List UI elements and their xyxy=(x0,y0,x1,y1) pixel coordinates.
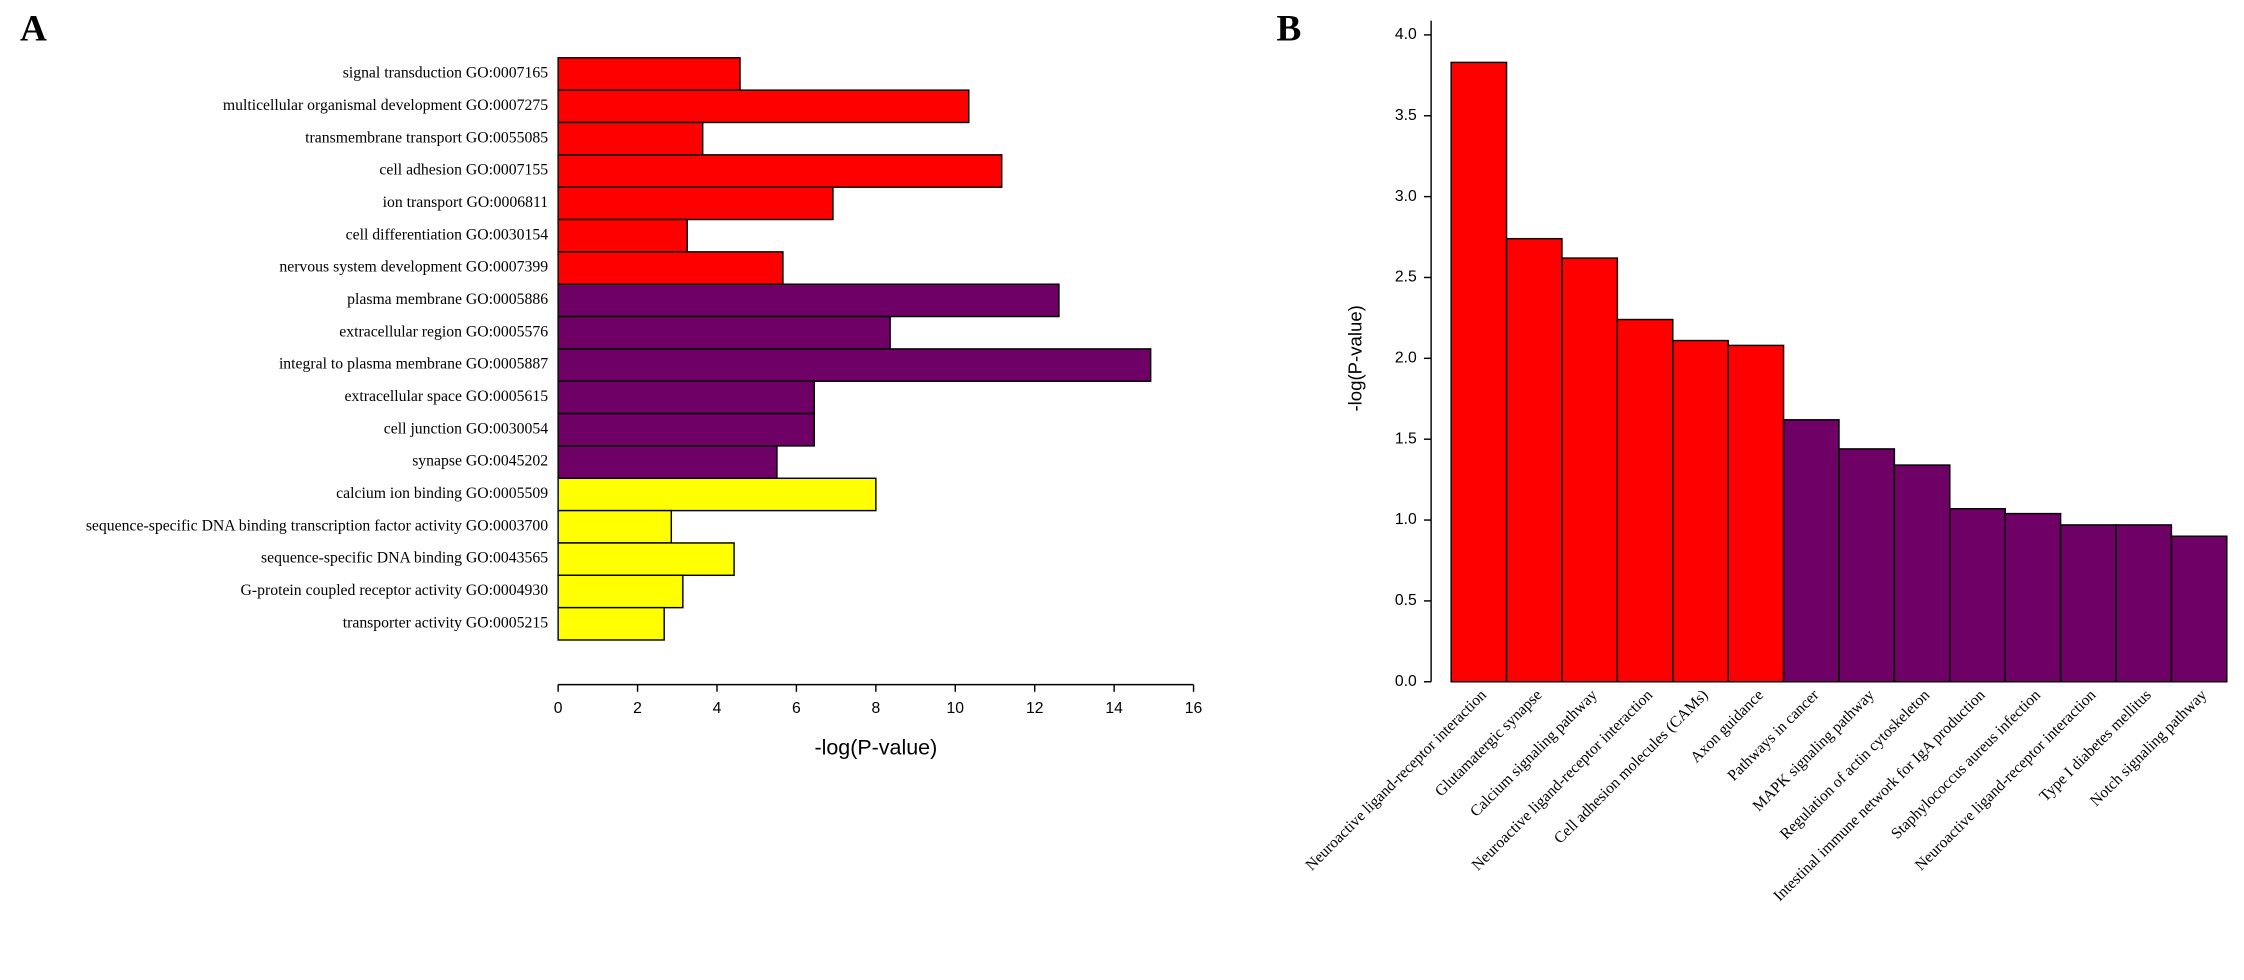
y-tick-label: 2.5 xyxy=(1395,269,1417,286)
panel-label: A xyxy=(20,9,47,50)
bar xyxy=(1893,464,1951,683)
bar xyxy=(557,509,673,544)
bar xyxy=(557,445,778,479)
bar xyxy=(2170,535,2228,683)
y-tick-label: 0.0 xyxy=(1395,673,1417,690)
category-label: extracellular space GO:0005615 xyxy=(345,388,549,405)
y-tick-label: 3.5 xyxy=(1395,107,1417,124)
x-tick-label: Glutamatergic synapse xyxy=(1432,687,1545,800)
bar xyxy=(557,606,665,641)
x-tick-label: Notch signaling pathway xyxy=(2087,686,2210,809)
bar xyxy=(557,542,735,577)
x-axis-label: -log(P-value) xyxy=(814,736,937,760)
category-label: ion transport GO:0006811 xyxy=(383,194,549,211)
x-tick-label: 2 xyxy=(633,700,642,717)
category-label: nervous system development GO:0007399 xyxy=(279,259,548,276)
bar xyxy=(557,574,684,609)
category-label: transmembrane transport GO:0055085 xyxy=(305,129,548,146)
bar xyxy=(557,154,1003,188)
bar xyxy=(2059,524,2117,683)
bar xyxy=(1616,318,1674,683)
bar xyxy=(1727,344,1785,683)
y-tick-label: 1.5 xyxy=(1395,430,1417,447)
x-tick-label: 12 xyxy=(1026,700,1044,717)
bar xyxy=(557,89,970,124)
bar xyxy=(1949,508,2006,683)
category-label: cell adhesion GO:0007155 xyxy=(379,162,548,179)
category-label: extracellular region GO:0005576 xyxy=(339,323,548,340)
bar xyxy=(1561,257,1619,683)
category-label: integral to plasma membrane GO:0005887 xyxy=(279,356,548,373)
x-tick-label: 0 xyxy=(554,700,563,717)
category-label: cell differentiation GO:0030154 xyxy=(346,226,549,243)
bar xyxy=(1672,339,1729,683)
category-label: multicellular organismal development GO:… xyxy=(223,97,548,114)
y-axis-label: -log(P-value) xyxy=(1345,305,1366,411)
x-tick-label: 14 xyxy=(1105,700,1123,717)
bar xyxy=(1838,448,1896,683)
x-tick-label: 8 xyxy=(871,700,880,717)
bar xyxy=(557,412,816,447)
category-label: calcium ion binding GO:0005509 xyxy=(336,485,548,502)
x-tick-label: Intestinal immune network for IgA produc… xyxy=(1770,686,1988,904)
bar xyxy=(557,186,834,221)
x-tick-label: 4 xyxy=(713,700,722,717)
panel-label: B xyxy=(1277,9,1302,50)
x-tick-label: 10 xyxy=(947,700,965,717)
category-label: signal transduction GO:0007165 xyxy=(343,65,549,82)
bar xyxy=(557,218,688,253)
bar xyxy=(2004,512,2062,683)
category-label: transporter activity GO:0005215 xyxy=(343,614,549,631)
bar xyxy=(1782,419,1840,683)
bar xyxy=(1450,61,1508,683)
bar xyxy=(557,315,891,350)
bar xyxy=(557,477,877,512)
category-label: cell junction GO:0030054 xyxy=(384,420,548,437)
y-tick-label: 0.5 xyxy=(1395,592,1417,609)
bar xyxy=(557,121,704,156)
bar xyxy=(557,380,816,415)
y-tick-label: 1.0 xyxy=(1395,511,1417,528)
y-tick-label: 3.0 xyxy=(1395,188,1417,205)
x-tick-label: 16 xyxy=(1185,700,1203,717)
category-label: G-protein coupled receptor activity GO:0… xyxy=(241,582,549,599)
bar xyxy=(557,348,1152,382)
category-label: sequence-specific DNA binding GO:0043565 xyxy=(261,550,548,567)
category-label: sequence-specific DNA binding transcript… xyxy=(86,517,548,534)
y-tick-label: 4.0 xyxy=(1395,26,1417,43)
bar xyxy=(557,251,784,285)
category-label: plasma membrane GO:0005886 xyxy=(347,291,548,308)
bar xyxy=(1505,237,1563,683)
bar xyxy=(557,57,741,91)
x-tick-label: 6 xyxy=(792,700,801,717)
category-label: synapse GO:0045202 xyxy=(412,453,548,470)
bar xyxy=(557,283,1060,318)
bar xyxy=(2115,524,2173,683)
y-tick-label: 2.0 xyxy=(1395,349,1417,366)
